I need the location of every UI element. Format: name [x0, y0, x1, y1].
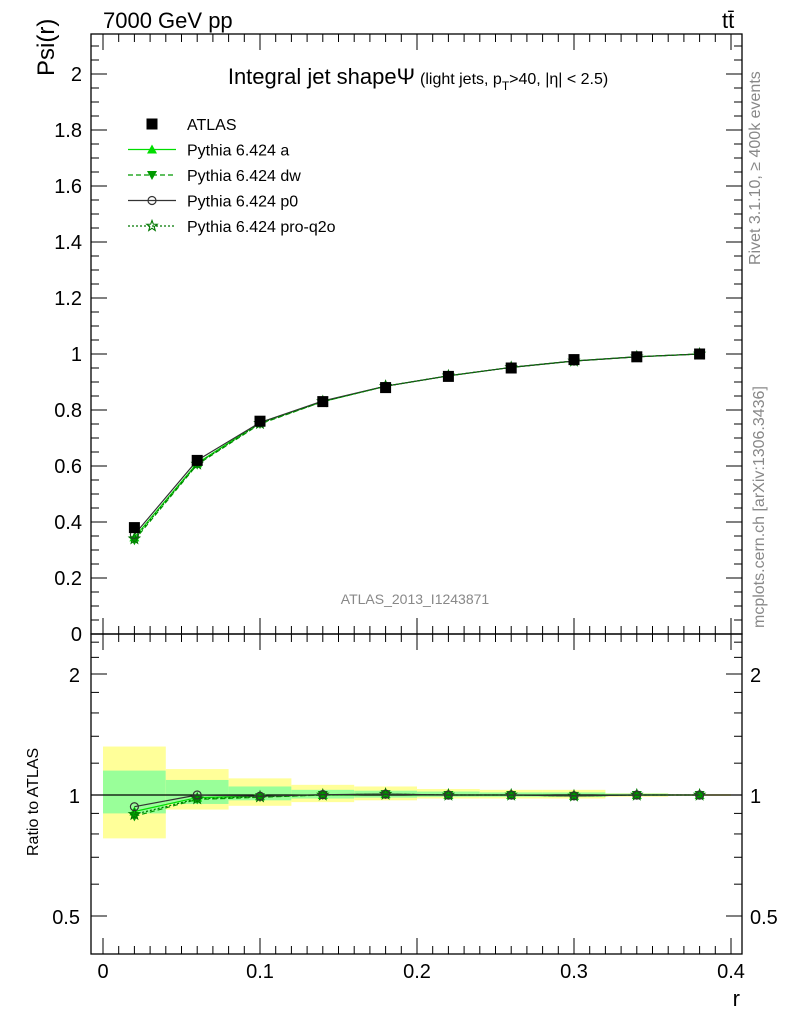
ratio-bands	[91, 746, 742, 839]
ratio-y-tick-label: 0.5	[52, 907, 80, 929]
legend: ATLAS Pythia 6.424 a Pythia 6.424 dw Pythia…	[128, 117, 336, 236]
legend-label-pythia_pro_q2o: Pythia 6.424 pro-q2o	[187, 219, 336, 236]
main-title: Integral jet shapeΨ	[228, 64, 415, 89]
main-y-tick-label: 0.2	[54, 568, 82, 590]
main-series-data-point	[317, 396, 329, 408]
main-series-pythia_p0-line	[133, 353, 700, 535]
title-rest: >40, |η| < 2.5)	[509, 71, 608, 88]
ratio-series-pythia_p0-point	[632, 790, 642, 800]
main-series-data-point	[631, 351, 643, 363]
ratio-y-tick-label: 1	[69, 786, 80, 808]
main-series-data-point	[254, 415, 266, 427]
title-suffix: (light jets, p	[420, 71, 502, 88]
rivet-label: Rivet 3.1.10, ≥ 400k events	[747, 71, 764, 265]
main-series-data-point	[442, 370, 454, 382]
ratio-series-pythia_p0-point	[506, 790, 516, 800]
main-series-pythia_pro_q2o-point	[127, 531, 142, 545]
ratio-series-pythia_dw-point	[255, 793, 265, 803]
main-series-data-point	[568, 354, 580, 366]
mcplots-label: mcplots.cern.ch [arXiv:1306.3436]	[751, 386, 768, 628]
ratio-ticks: 0.5 0.5 1 1 2 2 0 0.1 0.2 0.3 0.4	[52, 634, 778, 983]
main-y-tick-label: 1.6	[54, 176, 82, 198]
main-y-tick-label: 1	[71, 344, 82, 366]
legend-marker-pythia_a	[147, 144, 157, 154]
main-series-data-point	[191, 454, 203, 466]
legend-marker-pythia_dw	[147, 171, 157, 180]
ratio-y-axis-label: Ratio to ATLAS	[25, 748, 42, 856]
ratio-series-pythia_p0-point	[443, 790, 453, 800]
process-label: tt̄	[722, 8, 734, 33]
main-y-tick-label: 2	[71, 64, 82, 86]
title-subscript: T	[502, 79, 510, 93]
analysis-label: ATLAS_2013_I1243871	[341, 591, 490, 607]
ratio-series-pythia_p0-line	[134, 793, 700, 808]
ratio-series-pythia_p0-point	[255, 791, 265, 801]
ratio-panel: 0.5 0.5 1 1 2 2 0 0.1 0.2 0.3 0.4 Ratio to ATLAS r	[25, 633, 778, 1011]
main-y-tick-label: 0.6	[54, 456, 82, 478]
legend-label-data: ATLAS	[187, 117, 237, 134]
ratio-y-tick-label-right: 1	[750, 786, 761, 808]
main-series-data-point	[505, 362, 517, 374]
main-series-data-point	[380, 382, 392, 394]
ratio-series-pythia_p0-point	[318, 790, 328, 800]
main-series-data-point	[128, 522, 140, 534]
main-y-tick-label: 1.4	[54, 232, 82, 254]
ratio-y-tick-label: 2	[69, 665, 80, 687]
x-tick-label: 0.1	[246, 961, 274, 983]
ratio-series-pythia_p0-point	[694, 790, 705, 800]
legend-label-pythia_a: Pythia 6.424 a	[187, 143, 289, 160]
x-axis-label: r	[733, 986, 740, 1011]
main-y-axis-label: Psi(r)	[33, 19, 60, 76]
main-series-data-point	[694, 348, 706, 360]
ratio-series-pythia_p0-point	[569, 791, 579, 801]
main-series-pythia_pro_q2o-line	[133, 353, 700, 540]
main-y-tick-label: 0	[71, 624, 82, 646]
x-tick-label: 0.4	[717, 961, 745, 983]
x-tick-label: 0.2	[403, 961, 431, 983]
main-marks	[127, 346, 707, 546]
main-y-ticks: 0 0.2 0.4 0.6 0.8 1 1.2 1.4 1.6 1.8 2	[54, 34, 742, 646]
main-y-tick-label: 0.8	[54, 400, 82, 422]
ratio-marks	[127, 787, 707, 822]
x-tick-label: 0.3	[560, 961, 588, 983]
x-tick-label: 0	[97, 961, 108, 983]
main-y-tick-label: 1.8	[54, 120, 82, 142]
legend-label-pythia_dw: Pythia 6.424 dw	[187, 168, 301, 185]
ratio-series-pythia_p0-point	[192, 790, 202, 800]
main-y-tick-label: 0.4	[54, 512, 82, 534]
main-panel: 0 0.2 0.4 0.6 0.8 1 1.2 1.4 1.6 1.8 2 Psi(r) Integ…	[33, 19, 743, 646]
ratio-series-pythia_p0-point	[129, 802, 139, 812]
ratio-series-pythia_pro_q2o-point	[127, 807, 142, 821]
legend-marker-pythia_p0	[147, 195, 157, 206]
legend-marker-data	[146, 118, 158, 130]
energy-label: 7000 GeV pp	[103, 8, 233, 33]
ratio-y-tick-label-right: 2	[750, 665, 761, 687]
main-title-qualifier: (light jets, pT>40, |η| < 2.5)	[420, 71, 608, 93]
ratio-series-pythia_p0-point	[381, 789, 391, 799]
legend-label-pythia_p0: Pythia 6.424 p0	[187, 194, 298, 211]
main-y-tick-label: 1.2	[54, 288, 82, 310]
ratio-y-tick-label-right: 0.5	[750, 907, 778, 929]
legend-marker-pythia_pro_q2o	[145, 218, 159, 232]
